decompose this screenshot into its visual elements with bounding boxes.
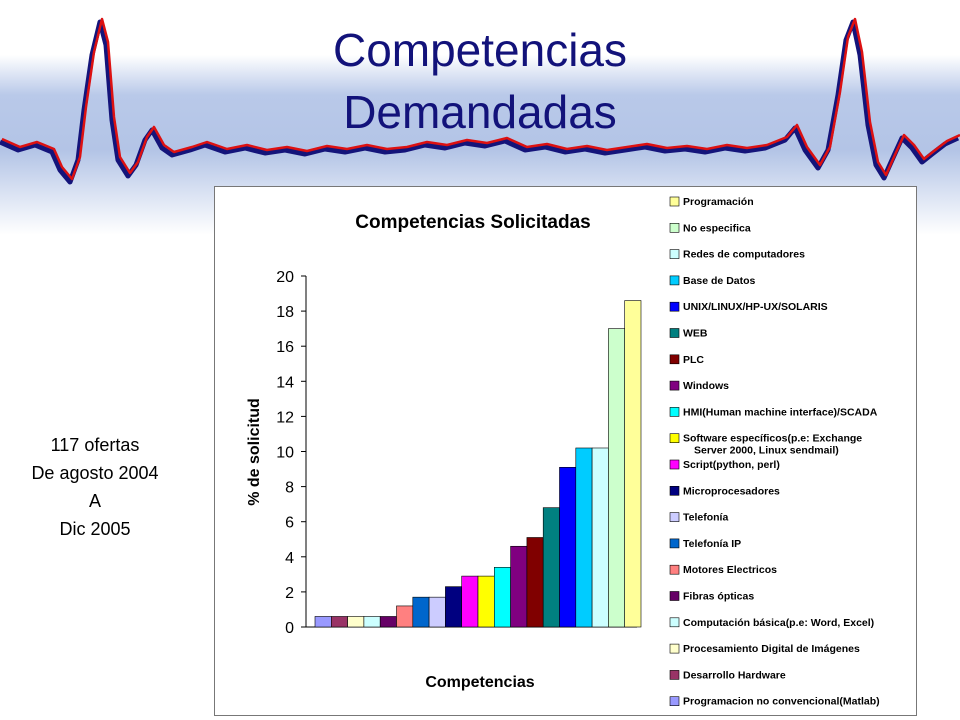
legend-entry-label: UNIX/LINUX/HP-UX/SOLARIS <box>683 301 828 313</box>
legend-swatch <box>669 301 680 312</box>
y-tick-label: 6 <box>285 515 294 532</box>
bar <box>428 596 446 628</box>
legend-entry-label: Script(python, perl) <box>683 459 780 471</box>
legend-entry-label: Motores Electricos <box>683 564 777 576</box>
legend-entry-label: Procesamiento Digital de Imágenes <box>683 643 860 655</box>
ecg-wave-decoration <box>0 17 960 185</box>
y-tick-label: 0 <box>285 620 294 637</box>
bar <box>314 616 332 628</box>
legend-swatch <box>669 459 680 470</box>
legend-swatch <box>669 275 680 286</box>
legend-swatch <box>669 670 680 680</box>
legend-entry-label: PLC <box>683 354 704 366</box>
y-tick-label: 18 <box>276 304 294 321</box>
legend-entry-label: Redes de computadores <box>683 249 805 261</box>
legend-swatch <box>669 249 680 259</box>
legend-entry-label: No especifica <box>683 222 751 234</box>
bar <box>624 300 642 628</box>
y-axis-label: % de solicitud <box>246 398 263 506</box>
bar <box>575 447 593 628</box>
legend-swatch <box>669 591 680 601</box>
legend-entry-label: Windows <box>683 380 729 392</box>
bar <box>412 596 430 628</box>
bar <box>493 567 511 628</box>
legend-swatch <box>669 380 680 391</box>
bar <box>510 545 528 628</box>
x-axis-label: Competencias <box>425 674 534 691</box>
y-tick-label: 10 <box>276 445 294 462</box>
bar <box>363 616 381 628</box>
chart-title: Competencias Solicitadas <box>355 212 590 233</box>
note-line-4: Dic 2005 <box>59 519 131 539</box>
note-line-3: A <box>88 491 101 511</box>
legend-entry-label: Programación <box>683 196 754 208</box>
legend-entry-label: Base de Datos <box>683 275 756 287</box>
legend-entry-label: Telefonía <box>683 512 728 524</box>
bar <box>526 537 544 628</box>
bar-chart: Competencias Solicitadas % de solicitud Co… <box>246 196 880 708</box>
legend-entry-label: HMI(Human machine interface)/SCADA <box>683 406 878 418</box>
bar <box>559 466 577 628</box>
legend-entry-label: Microprocesadores <box>683 485 780 497</box>
chart-frame: Competencias Solicitadas % de solicitud Co… <box>214 186 917 716</box>
bar <box>591 447 609 628</box>
legend-swatch <box>669 354 680 365</box>
y-tick-label: 8 <box>285 480 294 497</box>
legend-entry-label: Fibras ópticas <box>683 591 754 603</box>
legend-entry-label: Software específicos(p.e: Exchange Server… <box>683 433 862 457</box>
note-line-1: 117 ofertas <box>50 435 140 455</box>
legend-swatch <box>669 328 680 338</box>
note-line-2: De agosto 2004 <box>31 463 159 483</box>
y-tick-label: 4 <box>285 550 294 567</box>
y-tick-label: 14 <box>276 374 294 391</box>
legend-swatch <box>669 512 680 522</box>
y-tick-label: 2 <box>285 585 294 602</box>
legend-entry-label: Desarrollo Hardware <box>683 669 786 681</box>
legend-swatch <box>669 433 680 443</box>
slide-title-line2: Demandadas <box>343 86 617 138</box>
legend-entry-label: Computación básica(p.e: Word, Excel) <box>683 617 874 629</box>
y-tick-label: 16 <box>276 339 294 356</box>
legend-entry-label: WEB <box>683 328 708 340</box>
bar <box>331 616 348 628</box>
bar <box>445 586 462 628</box>
bar <box>396 605 414 628</box>
bar <box>542 507 560 628</box>
legend-swatch <box>669 643 680 654</box>
legend-swatch <box>669 538 680 549</box>
bar <box>477 575 495 628</box>
legend-entry-label: Telefonía IP <box>683 538 741 550</box>
legend-swatch <box>669 564 680 575</box>
bar <box>379 616 397 628</box>
slide-title-line1: Competencias <box>332 24 628 76</box>
bar <box>461 575 479 628</box>
legend-swatch <box>669 485 680 496</box>
legend-swatch <box>669 696 680 707</box>
legend-swatch <box>669 617 680 628</box>
y-tick-label: 12 <box>276 409 294 426</box>
y-tick-label: 20 <box>276 269 294 286</box>
ecg-wave-red <box>1 17 960 181</box>
legend-entry-label: Programacion no convencional(Matlab) <box>683 696 880 708</box>
legend-swatch <box>669 196 680 207</box>
legend-swatch <box>669 407 680 417</box>
legend-swatch <box>669 222 680 233</box>
bar <box>608 328 625 628</box>
bar <box>347 616 365 628</box>
